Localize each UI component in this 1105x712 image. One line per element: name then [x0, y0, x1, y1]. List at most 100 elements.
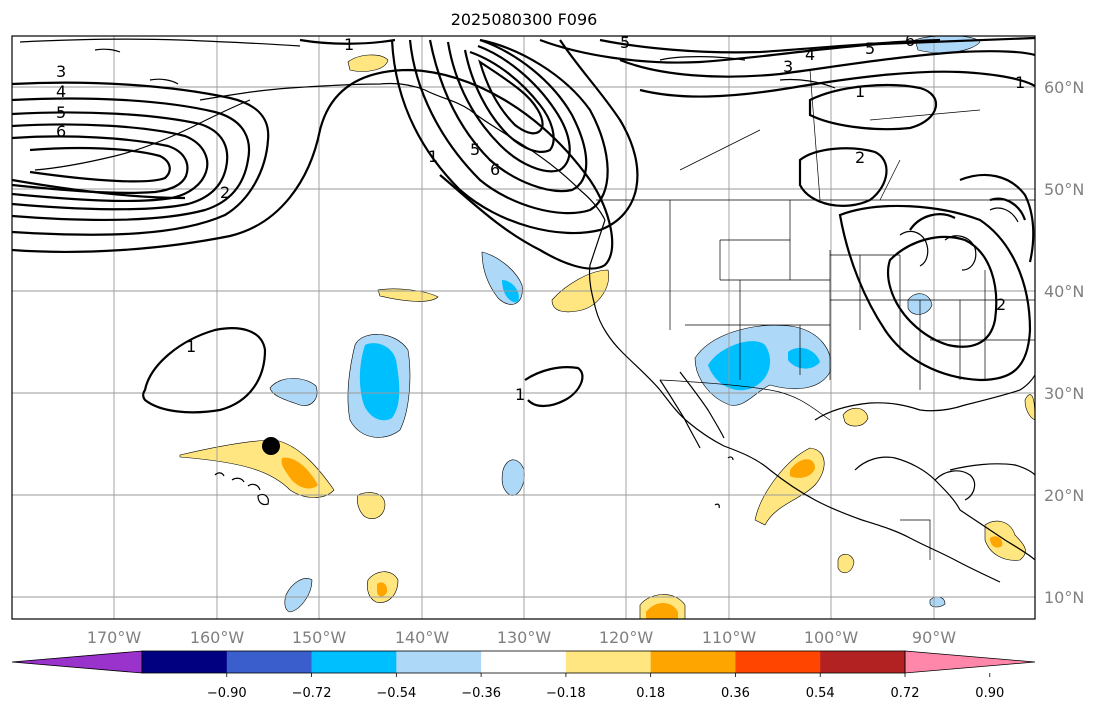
positive-anomaly-area: [842, 407, 869, 427]
positive-anomaly-area: [837, 553, 855, 574]
positive-anomaly-area: [281, 457, 318, 489]
positive-anomaly-area: [646, 603, 678, 619]
colorbar-extension-min: [11, 650, 143, 674]
colorbar-segment: [481, 651, 567, 673]
contour-line: [959, 173, 1035, 263]
contour-line: [599, 38, 941, 54]
contour-line: [142, 327, 267, 414]
contour-line: [408, 38, 609, 215]
colorbar-tick-label: 0.90: [975, 686, 1004, 701]
contour-label: 2: [996, 295, 1006, 314]
contour-label: 1: [186, 337, 196, 356]
location-marker-point: [262, 437, 280, 455]
contour-line: [299, 38, 396, 45]
lat-label: 40°N: [1044, 282, 1084, 301]
contour-label: 4: [56, 82, 66, 101]
map-border: [11, 35, 1036, 620]
negative-anomaly-area: [269, 378, 318, 406]
contour-line: [12, 178, 186, 200]
lon-label: 90°W: [912, 628, 956, 647]
colorbar-segment: [820, 651, 906, 673]
contour-line: [390, 39, 639, 235]
colorbar-tick-label: 0.36: [721, 686, 750, 701]
contour-line: [619, 50, 1035, 78]
lon-label: 150°W: [292, 628, 347, 647]
contour-label: 4: [805, 45, 815, 64]
contour-label: 5: [865, 39, 875, 58]
lon-label: 170°W: [87, 628, 142, 647]
contour-line: [639, 70, 1035, 98]
positive-anomaly-area: [377, 288, 439, 302]
contour-line: [12, 97, 251, 222]
longitude-labels: 170°W 160°W 150°W 140°W 130°W 120°W 110°…: [87, 628, 956, 647]
lon-label: 130°W: [497, 628, 552, 647]
colorbar-ticks: −0.90 −0.72 −0.54 −0.36 −0.18 0.18 0.36 0.54 0.7…: [207, 673, 1004, 701]
contour-label: 1: [428, 147, 438, 166]
lat-label: 30°N: [1044, 384, 1084, 403]
colorbar-segment: [226, 651, 313, 673]
contour-line: [909, 213, 956, 231]
contour-line: [808, 84, 938, 131]
contour-line: [446, 41, 571, 173]
lon-label: 110°W: [702, 628, 757, 647]
colorbar-segment: [142, 651, 228, 673]
contour-label: 5: [620, 33, 630, 52]
colorbar-segment: [650, 651, 736, 673]
contour-line: [428, 38, 588, 193]
contour-line: [12, 123, 209, 203]
contour-label: 6: [56, 122, 66, 141]
contour-line: [12, 68, 614, 270]
contour-label: 5: [470, 140, 480, 159]
contour-line: [539, 36, 1035, 64]
lon-label: 140°W: [395, 628, 450, 647]
contour-label: 2: [220, 183, 230, 202]
colorbar: [11, 650, 1036, 674]
map-title: 2025080300 F096: [450, 10, 598, 29]
positive-anomaly-area: [790, 459, 815, 478]
lat-label: 60°N: [1044, 78, 1084, 97]
contour-line: [838, 204, 1032, 382]
contour-lines: [12, 36, 1035, 414]
lon-label: 160°W: [190, 628, 245, 647]
contour-label: 1: [1015, 73, 1025, 92]
map-frame: [12, 36, 1035, 619]
lat-label: 20°N: [1044, 486, 1084, 505]
latitude-labels: 60°N 50°N 40°N 30°N 20°N 10°N: [1044, 78, 1084, 607]
colorbar-segment: [311, 651, 397, 673]
positive-anomaly-area: [990, 536, 1003, 548]
positive-anomaly-area: [1024, 394, 1035, 421]
contour-line: [524, 366, 584, 408]
political-borders: [596, 69, 1035, 560]
negative-anomaly-area: [501, 459, 525, 496]
negative-anomaly-area: [788, 347, 820, 369]
negative-anomaly-area: [708, 341, 771, 391]
contour-line: [463, 49, 555, 153]
contour-label: 6: [905, 31, 915, 50]
contour-line: [989, 197, 1027, 221]
lon-label: 100°W: [804, 628, 859, 647]
colorbar-outline: [141, 650, 906, 674]
contour-line: [478, 59, 544, 135]
negative-anomaly-area: [359, 343, 400, 421]
lon-label: 120°W: [599, 628, 654, 647]
colorbar-tick-label: −0.36: [461, 686, 501, 701]
contour-label: 6: [490, 160, 500, 179]
contour-line: [12, 81, 270, 236]
contour-line: [886, 235, 998, 348]
positive-anomaly-area: [356, 492, 386, 519]
lat-label: 50°N: [1044, 180, 1084, 199]
colorbar-tick-label: 0.18: [636, 686, 665, 701]
colorbar-tick-label: −0.54: [376, 686, 416, 701]
contour-label: 1: [515, 385, 525, 404]
contour-label: 1: [855, 82, 865, 101]
negative-anomaly-area: [284, 578, 313, 613]
colorbar-segment: [565, 651, 652, 673]
contour-label: 5: [56, 103, 66, 122]
contour-label: 3: [56, 62, 66, 81]
contour-label: 1: [344, 35, 354, 54]
contour-label: 2: [855, 148, 865, 167]
colorbar-tick-label: 0.72: [891, 686, 920, 701]
colorbar-tick-label: −0.90: [207, 686, 247, 701]
contour-line: [12, 111, 229, 211]
